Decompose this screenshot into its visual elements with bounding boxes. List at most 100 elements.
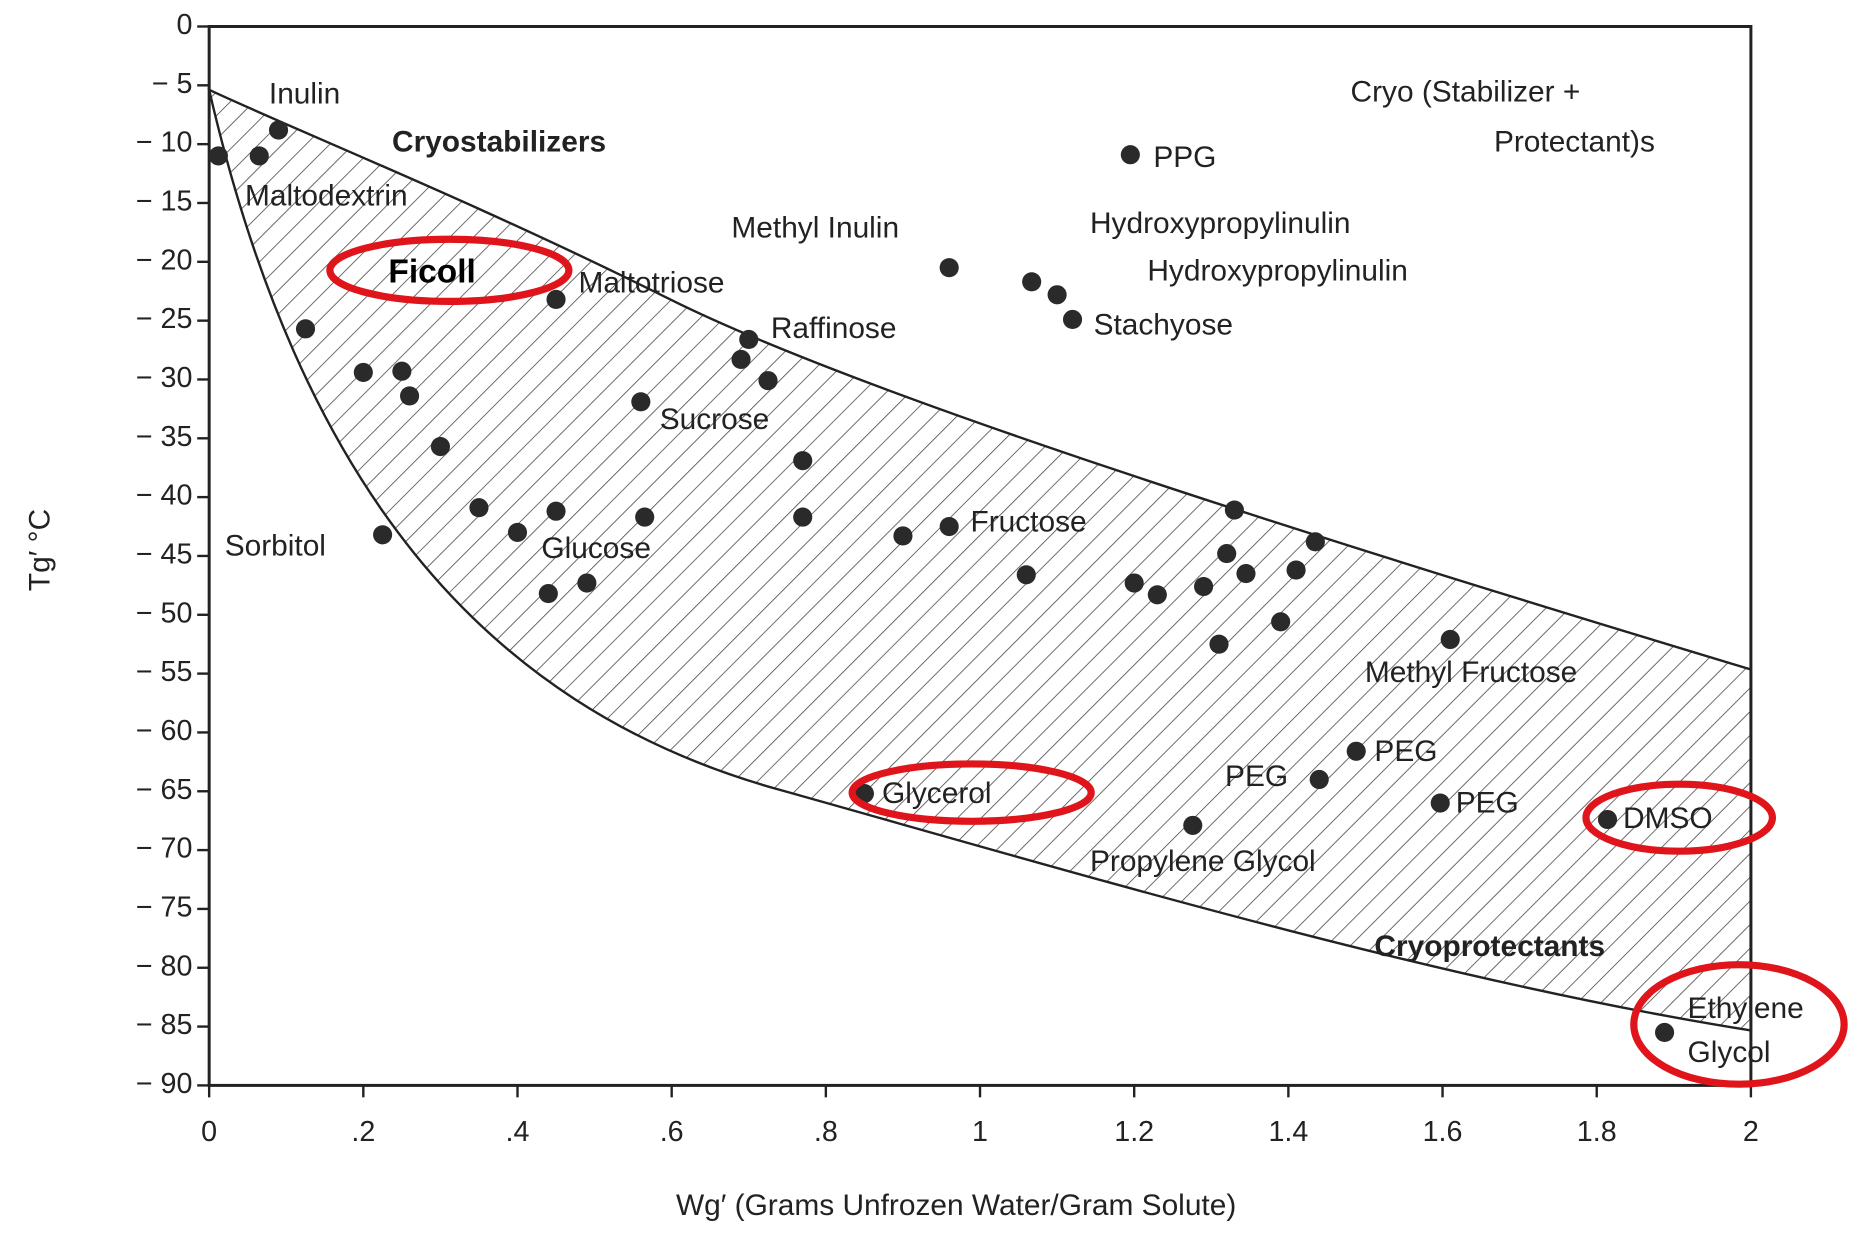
y-tick-label: − 90	[136, 1068, 193, 1100]
annotation: Stachyose	[1094, 308, 1233, 341]
annotation: Fructose	[970, 506, 1086, 539]
highlight-glycerol	[848, 760, 1095, 825]
x-tick-label: 0	[201, 1116, 217, 1148]
data-point	[939, 516, 959, 537]
annotation: Maltodextrin	[245, 179, 408, 212]
data-point	[1224, 500, 1244, 520]
x-tick-label: 1	[972, 1116, 988, 1148]
data-point	[731, 349, 751, 370]
annotation: Ethylene	[1688, 992, 1804, 1025]
highlight-dmso	[1582, 780, 1776, 855]
data-point	[1655, 1022, 1675, 1043]
data-point	[1305, 532, 1325, 552]
annotation: PEG	[1374, 735, 1437, 768]
data-point	[893, 526, 913, 546]
y-tick-label: − 30	[136, 362, 193, 394]
data-point	[546, 289, 566, 310]
annotation: Cryostabilizers	[392, 126, 606, 159]
annotation: DMSO	[1623, 802, 1713, 835]
data-point	[1183, 815, 1203, 835]
x-tick-label: 1.6	[1423, 1116, 1463, 1148]
annotation: Glucose	[541, 532, 651, 565]
annotation: Hydroxypropylinulin	[1147, 255, 1408, 288]
x-tick-label: 1.8	[1577, 1116, 1617, 1148]
data-point	[1430, 793, 1450, 813]
highlights	[326, 235, 1848, 1088]
data-point	[373, 525, 393, 545]
data-point	[1236, 564, 1256, 584]
data-point	[631, 392, 651, 412]
y-tick-label: − 35	[136, 421, 193, 453]
y-tick-label: − 65	[136, 774, 193, 806]
highlight-ficoll	[326, 235, 573, 305]
data-point	[469, 498, 489, 518]
annotation: Methyl Inulin	[731, 212, 899, 245]
data-point	[739, 329, 759, 350]
data-point	[249, 146, 269, 166]
data-point	[577, 573, 597, 593]
data-point	[1286, 560, 1306, 580]
y-tick-label: − 45	[136, 539, 193, 571]
data-point	[1440, 629, 1460, 650]
y-tick-label: − 80	[136, 950, 193, 982]
x-tick-label: 1.4	[1268, 1116, 1308, 1148]
annotation: Hydroxypropylinulin	[1090, 207, 1351, 240]
data-point	[1062, 309, 1083, 330]
y-tick-label: − 75	[136, 891, 193, 923]
x-tick-label: .2	[351, 1116, 375, 1148]
x-tick-label: .6	[660, 1116, 684, 1148]
data-point	[208, 146, 228, 166]
data-point	[793, 507, 813, 527]
y-tick-label: − 85	[136, 1009, 193, 1041]
y-tick-label: 0	[176, 9, 192, 41]
highlight-ethylene-glycol	[1630, 961, 1848, 1088]
data-point	[939, 258, 959, 278]
annotation: Cryoprotectants	[1374, 930, 1605, 963]
y-tick-label: − 10	[136, 127, 193, 159]
y-tick-label: − 55	[136, 656, 193, 688]
data-point	[1016, 565, 1036, 585]
y-tick-label: − 5	[152, 68, 193, 100]
annotation: Maltotriose	[578, 267, 724, 300]
annotation: PEG	[1456, 786, 1519, 819]
annotation: Protectant)s	[1494, 126, 1655, 159]
data-point	[1022, 272, 1042, 292]
annotation: Methyl Fructose	[1365, 656, 1577, 689]
annotation: Glycol	[1688, 1036, 1771, 1069]
x-axis-label: Wg′ (Grams Unfrozen Water/Gram Solute)	[676, 1189, 1236, 1222]
data-point	[1217, 544, 1237, 564]
y-tick-label: − 25	[136, 303, 193, 335]
data-point	[295, 319, 316, 339]
annotation: Glycerol	[882, 777, 992, 810]
hatched-region	[207, 87, 1753, 1032]
data-point	[546, 501, 566, 521]
marks	[197, 25, 1753, 1098]
data-point	[507, 522, 528, 542]
annotation: PEG	[1225, 760, 1288, 793]
data-point	[758, 371, 778, 391]
annotation: Cryo (Stabilizer +	[1351, 75, 1581, 108]
annotation: Inulin	[269, 78, 340, 111]
data-point	[1194, 576, 1214, 597]
data-point	[1147, 585, 1167, 605]
y-tick-label: − 50	[136, 597, 193, 629]
data-point	[1124, 573, 1144, 593]
data-point	[1346, 741, 1366, 761]
y-tick-label: − 70	[136, 833, 193, 865]
annotation: Raffinose	[771, 312, 897, 345]
data-point	[400, 386, 420, 406]
data-point	[1209, 634, 1229, 654]
data-point	[793, 451, 813, 471]
y-tick-label: − 40	[136, 480, 193, 512]
annotation: Ficoll	[388, 254, 475, 291]
data-point	[430, 436, 450, 457]
y-tick-label: − 60	[136, 715, 193, 747]
annotation: Propylene Glycol	[1090, 845, 1316, 878]
data-point	[538, 584, 558, 604]
annotation: Sucrose	[660, 403, 770, 436]
data-point	[1047, 285, 1067, 305]
annotation: PPG	[1153, 141, 1216, 174]
x-tick-label: .8	[814, 1116, 838, 1148]
data-point	[1309, 769, 1329, 790]
